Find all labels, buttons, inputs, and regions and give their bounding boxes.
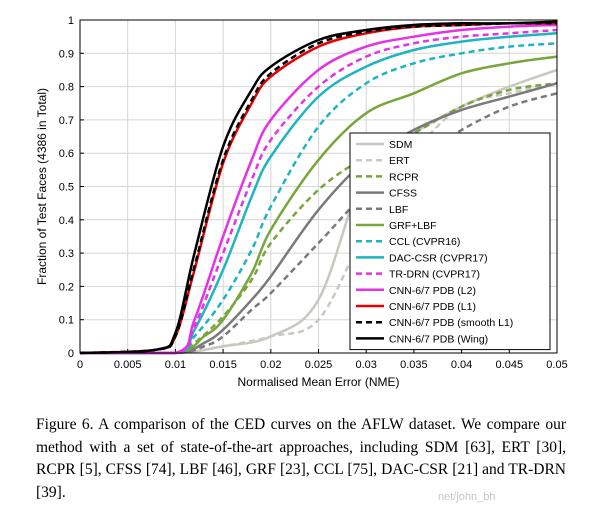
y-tick-label: 0.1: [59, 315, 74, 327]
legend-label: CNN-6/7 PDB (Wing): [389, 333, 488, 345]
legend-box: [349, 132, 551, 351]
series-line-ccl-cvpr16: [80, 42, 558, 355]
series-line-cnn-6-7-pdb-wing: [79, 20, 558, 355]
series-line-cnn-6-7-pdb-l2: [80, 23, 558, 355]
y-tick-label: 0.3: [59, 248, 74, 260]
y-tick-label: 0.7: [59, 115, 74, 127]
axes-frame: [79, 19, 558, 354]
caption-label: Figure 6.: [36, 416, 94, 433]
legend-label: GRF+LBF: [389, 220, 437, 232]
series-line-cfss: [80, 82, 558, 355]
ced-chart: 0 0.005 0.01 0.015 0.02 0.025 0.03 0.035 0.04 0.0…: [35, 15, 568, 389]
series-line-lbf: [80, 92, 558, 355]
x-axis-label: Normalised Mean Error (NME): [237, 375, 399, 389]
x-tick-label: 0.005: [114, 359, 142, 371]
series-line-grf-lbf: [80, 55, 558, 355]
y-tick-label: 0.2: [59, 281, 74, 293]
watermark-text: net/john_bh: [438, 491, 496, 503]
x-tick-label: 0.045: [496, 359, 524, 371]
x-tick-label: 0.035: [400, 359, 428, 371]
series-lines: [79, 20, 558, 355]
legend-label: CFSS: [389, 188, 417, 200]
x-tick-labels: 0 0.005 0.01 0.015 0.02 0.025 0.03 0.035 0.04 0.0…: [77, 359, 568, 371]
x-tick-label: 0.03: [355, 359, 376, 371]
y-axis-label: Fraction of Test Faces (4386 in Total): [35, 88, 49, 285]
figure-caption: Figure 6. A comparison of the CED curves…: [36, 414, 566, 504]
legend-label: DAC-CSR (CVPR17): [389, 252, 488, 264]
y-tick-labels: 0 0.1 0.2 0.3 0.4 0.5 0.6 0.7 0.8 0.9 1: [59, 15, 74, 360]
y-tick-label: 0: [68, 348, 74, 360]
y-tick-label: 0.6: [59, 148, 74, 160]
y-tick-label: 0.5: [59, 182, 74, 194]
x-tick-label: 0.015: [209, 359, 237, 371]
x-tick-label: 0.01: [165, 359, 186, 371]
legend-label: SDM: [389, 139, 412, 151]
legend-label: CNN-6/7 PDB (L2): [389, 285, 476, 297]
legend: SDM ERT RCPR CFSS LBF GRF+LBF CCL (CVPR16) DAC-…: [349, 132, 551, 351]
x-tick-label: 0: [77, 359, 83, 371]
legend-label: CNN-6/7 PDB (L1): [389, 301, 476, 313]
y-tick-label: 0.4: [59, 215, 74, 227]
legend-label: RCPR: [389, 171, 419, 183]
x-tick-label: 0.02: [260, 359, 281, 371]
x-tick-label: 0.025: [305, 359, 333, 371]
y-tick-label: 0.9: [59, 48, 74, 60]
y-tick-label: 1: [68, 15, 74, 27]
legend-label: ERT: [389, 155, 410, 167]
x-tick-label: 0.05: [546, 359, 567, 371]
x-tick-label: 0.04: [451, 359, 472, 371]
legend-label: CCL (CVPR16): [389, 236, 460, 248]
legend-label: TR-DRN (CVPR17): [389, 269, 480, 281]
legend-label: CNN-6/7 PDB (smooth L1): [389, 317, 513, 329]
caption-text: A comparison of the CED curves on the AF…: [36, 416, 567, 501]
legend-label: LBF: [389, 204, 408, 216]
y-tick-label: 0.8: [59, 82, 74, 94]
